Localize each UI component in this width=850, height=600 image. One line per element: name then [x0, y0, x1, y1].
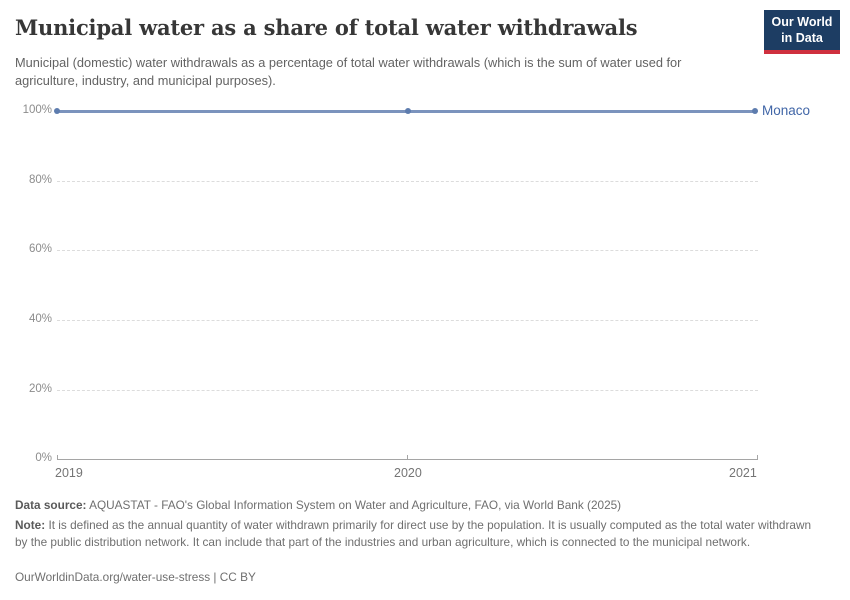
gridline-80 — [57, 181, 758, 182]
note-text: It is defined as the annual quantity of … — [15, 518, 812, 549]
x-axis-line — [57, 459, 758, 460]
owid-logo-line2: in Data — [781, 30, 823, 45]
y-tick-label-100: 100% — [22, 104, 52, 116]
x-tick-2021 — [757, 455, 758, 459]
owid-logo: Our World in Data — [764, 10, 840, 55]
x-tick-label-2019: 2019 — [55, 466, 83, 480]
x-tick-2020 — [407, 455, 408, 459]
x-tick-label-2021: 2021 — [729, 466, 757, 480]
y-tick-label-80: 80% — [28, 174, 52, 186]
gridline-40 — [57, 320, 758, 321]
citation-line: OurWorldinData.org/water-use-stress | CC… — [15, 570, 256, 584]
data-source-label: Data source: — [15, 498, 87, 512]
data-source-text: AQUASTAT - FAO's Global Information Syst… — [89, 498, 622, 512]
owid-logo-line1: Our World — [771, 15, 833, 29]
x-tick-label-2020: 2020 — [394, 466, 422, 480]
series-label-monaco[interactable]: Monaco — [762, 103, 811, 118]
data-point-2021[interactable] — [752, 108, 758, 114]
y-tick-label-20: 20% — [28, 383, 52, 395]
y-tick-label-0: 0% — [35, 452, 52, 464]
data-source-line: Data source: AQUASTAT - FAO's Global Inf… — [15, 498, 823, 512]
y-tick-label-40: 40% — [28, 313, 52, 325]
page-title: Municipal water as a share of total wate… — [15, 15, 638, 40]
data-point-2020[interactable] — [405, 108, 411, 114]
gridline-60 — [57, 250, 758, 251]
note-label: Note: — [15, 518, 46, 532]
note-line: Note: It is defined as the annual quanti… — [15, 517, 823, 550]
x-tick-2019 — [57, 455, 58, 459]
data-point-2019[interactable] — [54, 108, 60, 114]
gridline-20 — [57, 390, 758, 391]
chart-subtitle: Municipal (domestic) water withdrawals a… — [15, 55, 682, 89]
y-tick-label-60: 60% — [28, 243, 52, 255]
